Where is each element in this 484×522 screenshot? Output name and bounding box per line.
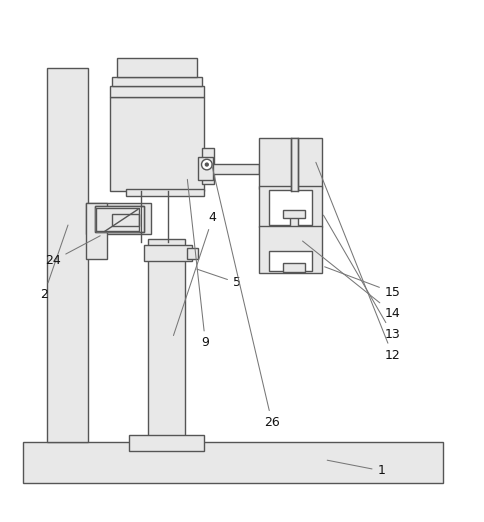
Bar [125,188,203,196]
Bar [289,214,298,245]
Text: 2: 2 [40,225,68,301]
Text: 15: 15 [324,267,400,299]
Text: 12: 12 [315,162,400,362]
Bar [117,58,197,77]
Bar [211,163,259,174]
Bar [187,248,197,258]
Bar [283,263,304,271]
Bar [259,186,321,227]
Text: 14: 14 [302,241,400,319]
Circle shape [201,159,212,170]
Text: 9: 9 [187,180,209,349]
Bar [47,68,88,442]
Bar [269,190,312,225]
Bar [112,77,201,87]
Text: 26: 26 [212,165,279,429]
Bar [201,158,211,170]
Polygon shape [96,208,138,231]
Bar [290,138,297,191]
Circle shape [205,163,208,166]
Bar [143,245,192,261]
Bar [110,97,203,191]
Bar [259,226,321,273]
Text: 5: 5 [197,269,241,289]
Bar [283,210,304,218]
Bar [86,203,107,258]
Bar [95,206,143,232]
Text: 13: 13 [323,215,400,341]
Bar [23,442,442,483]
Bar [201,148,213,174]
Bar [129,435,203,452]
Bar [201,172,213,184]
Text: 24: 24 [45,236,100,267]
Text: 4: 4 [173,211,216,336]
Bar [269,252,312,270]
Bar [198,157,212,180]
Bar [112,214,138,226]
Bar [259,138,321,188]
Bar [110,87,203,97]
Bar [148,239,184,442]
Bar [86,203,151,234]
Text: 1: 1 [327,460,385,477]
Bar [95,206,143,232]
